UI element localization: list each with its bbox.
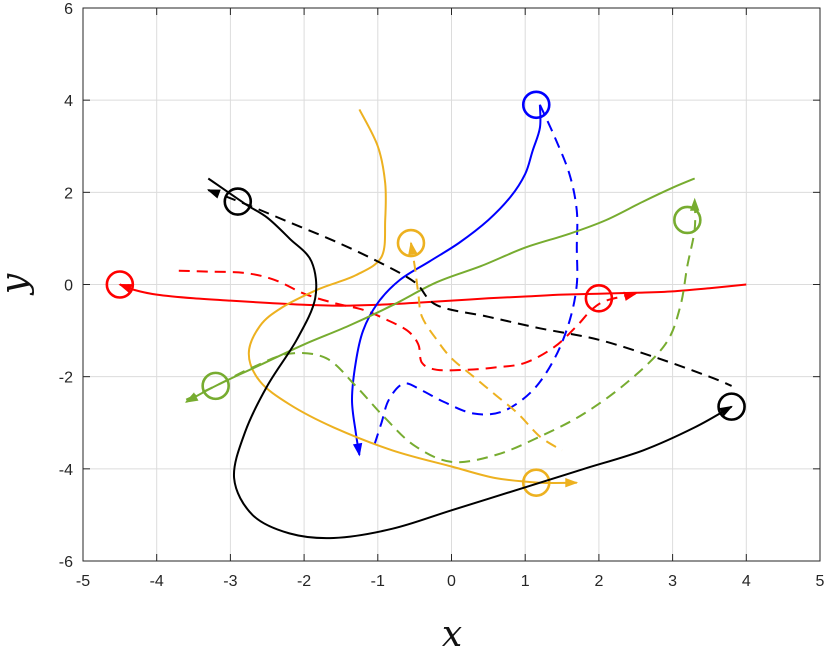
y-axis-label: y: [0, 273, 35, 296]
series-1-arrowhead: [623, 291, 638, 301]
series-4-line: [247, 108, 577, 485]
series-8-line: [207, 177, 733, 540]
series-5-line: [410, 242, 563, 452]
series-1-start-marker: [584, 284, 614, 313]
series-9-line: [207, 189, 732, 387]
series-1-line: [178, 269, 637, 372]
x-tick-label: -5: [76, 573, 90, 590]
x-tick-label: -3: [223, 573, 237, 590]
series-0-arrowhead: [118, 283, 133, 293]
x-axis-label: x: [442, 614, 462, 653]
series-0-start-marker: [105, 270, 135, 299]
series-5-start-marker: [396, 228, 426, 258]
x-tick-label: -1: [371, 573, 385, 590]
series-4-arrowhead: [565, 477, 579, 488]
series-9-arrowhead: [206, 189, 221, 199]
series-group: [105, 90, 747, 540]
x-tick-label: 2: [594, 573, 603, 590]
y-tick-label: -2: [59, 370, 73, 387]
x-tick-label: 5: [816, 573, 825, 590]
series-2-start-marker: [521, 90, 551, 120]
y-tick-label: -6: [59, 554, 73, 571]
x-tick-label: -4: [150, 573, 164, 590]
x-tick-label: 1: [521, 573, 530, 590]
series-2-line: [351, 104, 542, 456]
series-9-start-marker: [717, 392, 746, 421]
y-tick-label: 6: [64, 1, 73, 18]
y-tick-label: 4: [64, 93, 73, 110]
series-7-start-marker: [673, 205, 702, 235]
x-tick-label: 0: [447, 573, 456, 590]
series-3-line: [373, 104, 579, 447]
y-tick-label: 2: [64, 185, 73, 202]
x-tick-label: 4: [742, 573, 751, 590]
y-tick-label: 0: [64, 278, 73, 295]
series-5-arrowhead: [408, 241, 418, 256]
series-7-line: [185, 199, 697, 464]
axis-ticks: -5 -4 -3 -2 -1 0 1 2 3 4 5 -6 -4 -2 0 2 4 6: [59, 1, 825, 590]
y-tick-label: -4: [59, 462, 73, 479]
series-0-line: [119, 283, 747, 307]
series-4-start-marker: [521, 468, 551, 497]
series-6-start-marker: [201, 371, 230, 401]
series-8-arrowhead: [719, 405, 733, 417]
series-2-arrowhead: [352, 442, 363, 457]
series-6-line: [185, 177, 696, 403]
series-8-start-marker: [223, 187, 253, 216]
x-tick-label: -2: [297, 573, 311, 590]
x-tick-label: 3: [668, 573, 677, 590]
